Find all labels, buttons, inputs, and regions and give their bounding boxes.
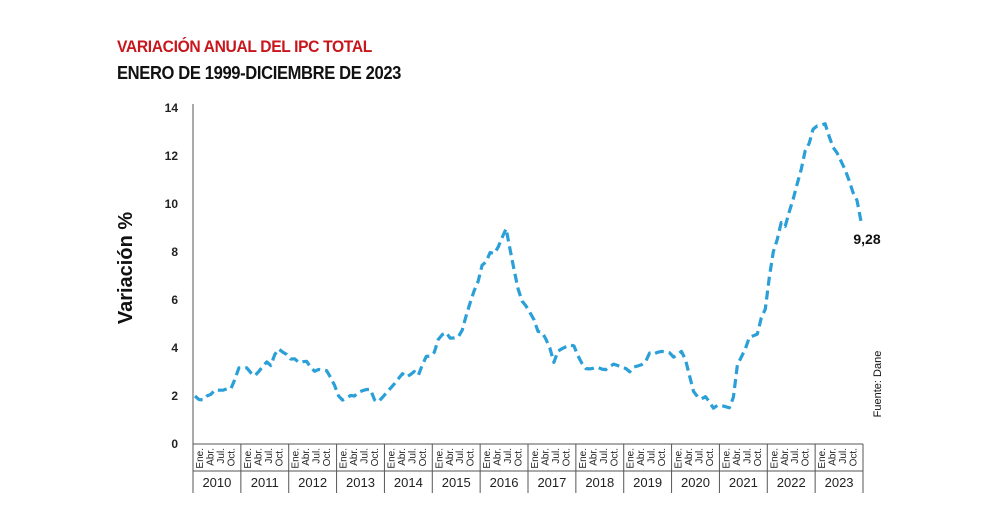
x-tick-label-month: Oct. — [801, 448, 812, 466]
x-tick-label-month: Oct. — [849, 448, 860, 466]
x-tick-label-month: Oct. — [657, 448, 668, 466]
x-tick-label-month: Ene. — [434, 448, 445, 469]
x-tick-label-month: Ene. — [195, 448, 206, 469]
x-tick-label-month: Abr. — [397, 448, 408, 466]
x-tick-label-month: Jul. — [695, 448, 706, 464]
source-note: Fuente: Dane — [872, 351, 884, 418]
x-tick-label-month: Abr. — [732, 448, 743, 466]
x-tick-label-month: Ene. — [578, 448, 589, 469]
x-tick-label-month: Jul. — [551, 448, 562, 464]
x-tick-label-month: Ene. — [339, 448, 350, 469]
x-tick-label-month: Abr. — [588, 448, 599, 466]
x-tick-label-year: 2012 — [298, 475, 327, 490]
x-tick-label-year: 2023 — [825, 475, 854, 490]
x-tick-label-month: Jul. — [264, 448, 275, 464]
x-tick-label-month: Ene. — [386, 448, 397, 469]
x-tick-label-month: Jul. — [790, 448, 801, 464]
y-tick-label: 14 — [165, 101, 179, 115]
x-tick-label-month: Ene. — [769, 448, 780, 469]
y-tick-label: 6 — [171, 293, 178, 307]
end-value-label: 9,28 — [853, 231, 880, 247]
x-tick-label-month: Abr. — [684, 448, 695, 466]
x-tick-label-month: Abr. — [828, 448, 839, 466]
y-tick-label: 10 — [165, 197, 179, 211]
x-tick-label-month: Ene. — [243, 448, 254, 469]
x-tick-label-month: Oct. — [561, 448, 572, 466]
x-tick-label-month: Oct. — [370, 448, 381, 466]
x-tick-label-year: 2022 — [777, 475, 806, 490]
x-tick-label-month: Oct. — [322, 448, 333, 466]
y-tick-label: 12 — [165, 149, 179, 163]
chart-title: VARIACIÓN ANUAL DEL IPC TOTAL — [117, 37, 372, 56]
x-tick-label-month: Oct. — [514, 448, 525, 466]
x-tick-label-month: Jul. — [599, 448, 610, 464]
y-tick-label: 2 — [171, 389, 178, 403]
x-tick-label-month: Ene. — [721, 448, 732, 469]
x-tick-label-month: Jul. — [407, 448, 418, 464]
x-tick-label-year: 2013 — [346, 475, 375, 490]
y-tick-label: 0 — [171, 437, 178, 451]
x-tick-label-month: Jul. — [503, 448, 514, 464]
y-tick-label: 4 — [171, 341, 178, 355]
x-tick-label-month: Jul. — [742, 448, 753, 464]
x-tick-label-month: Jul. — [838, 448, 849, 464]
x-tick-label-month: Oct. — [466, 448, 477, 466]
x-tick-label-month: Abr. — [205, 448, 216, 466]
x-tick-label-year: 2019 — [633, 475, 662, 490]
x-tick-label-month: Oct. — [274, 448, 285, 466]
x-tick-label-month: Jul. — [360, 448, 371, 464]
x-tick-label-month: Ene. — [674, 448, 685, 469]
x-tick-label-year: 2020 — [681, 475, 710, 490]
y-axis-label: Variación % — [115, 212, 137, 324]
x-tick-label-year: 2018 — [585, 475, 614, 490]
x-tick-label-month: Oct. — [753, 448, 764, 466]
x-tick-label-year: 2010 — [202, 475, 231, 490]
chart-subtitle: ENERO DE 1999-DICIEMBRE DE 2023 — [117, 63, 402, 83]
x-tick-label-month: Abr. — [780, 448, 791, 466]
x-tick-label-month: Oct. — [418, 448, 429, 466]
x-tick-label-month: Jul. — [216, 448, 227, 464]
x-tick-label-month: Jul. — [647, 448, 658, 464]
x-tick-label-month: Ene. — [626, 448, 637, 469]
x-tick-label-month: Ene. — [482, 448, 493, 469]
x-tick-label-month: Ene. — [817, 448, 828, 469]
x-tick-label-month: Abr. — [301, 448, 312, 466]
x-tick-label-year: 2014 — [394, 475, 423, 490]
x-tick-label-year: 2015 — [442, 475, 471, 490]
x-tick-label-month: Jul. — [455, 448, 466, 464]
x-tick-label-month: Oct. — [226, 448, 237, 466]
x-tick-label-month: Abr. — [540, 448, 551, 466]
x-tick-label-month: Abr. — [253, 448, 264, 466]
x-tick-label-year: 2011 — [251, 475, 279, 490]
x-tick-label-month: Abr. — [349, 448, 360, 466]
x-tick-label-month: Abr. — [445, 448, 456, 466]
series-line-ipc — [193, 122, 863, 410]
x-tick-label-year: 2017 — [537, 475, 566, 490]
x-tick-label-month: Abr. — [636, 448, 647, 466]
x-tick-label-month: Oct. — [705, 448, 716, 466]
x-tick-label-month: Oct. — [609, 448, 620, 466]
x-tick-label-year: 2016 — [490, 475, 519, 490]
x-tick-label-year: 2021 — [729, 475, 758, 490]
x-tick-label-month: Ene. — [530, 448, 541, 469]
x-tick-label-month: Jul. — [312, 448, 323, 464]
x-tick-label-month: Abr. — [493, 448, 504, 466]
y-tick-label: 8 — [171, 245, 178, 259]
x-tick-label-month: Ene. — [291, 448, 302, 469]
